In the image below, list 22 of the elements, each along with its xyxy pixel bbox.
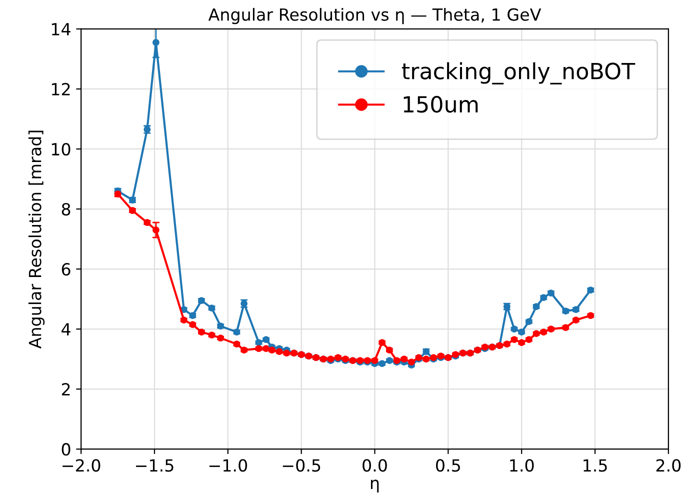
chart-title: Angular Resolution vs η — Theta, 1 GeV	[208, 8, 542, 24]
x-tick-label: −1.0	[209, 459, 248, 472]
y-tick-label: 14	[52, 23, 70, 36]
x-tick-label: −1.5	[136, 459, 174, 472]
y-axis-title: Angular Resolution [mrad]	[28, 130, 45, 349]
legend-label: 150um	[404, 96, 478, 113]
y-tick-label: 4	[62, 323, 70, 336]
x-tick-label: −0.5	[282, 459, 320, 472]
y-tick-label: 6	[62, 262, 70, 276]
y-tick-label: 8	[62, 202, 70, 216]
x-tick-label: 0.5	[436, 459, 460, 472]
x-axis-title: η	[370, 480, 379, 492]
x-tick-label: 1.0	[510, 459, 534, 472]
y-tick-label: 10	[52, 142, 70, 156]
y-tick-label: 0	[62, 443, 70, 456]
legend-label: tracking_only_noBOT	[402, 62, 636, 84]
x-tick-label: 1.5	[584, 459, 607, 472]
x-tick-label: 2.0	[656, 459, 681, 472]
y-tick-label: 12	[52, 82, 70, 96]
y-tick-label: 2	[62, 383, 70, 396]
x-tick-label: 0.0	[362, 459, 387, 472]
x-tick-label: −2.0	[62, 459, 100, 472]
